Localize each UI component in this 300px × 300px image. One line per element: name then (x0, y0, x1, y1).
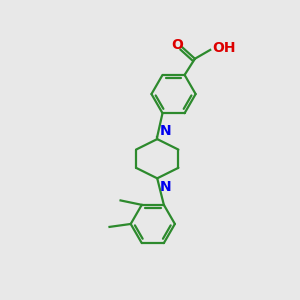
Text: N: N (160, 124, 171, 138)
Text: O: O (171, 38, 183, 52)
Text: OH: OH (213, 40, 236, 55)
Text: N: N (160, 180, 171, 194)
